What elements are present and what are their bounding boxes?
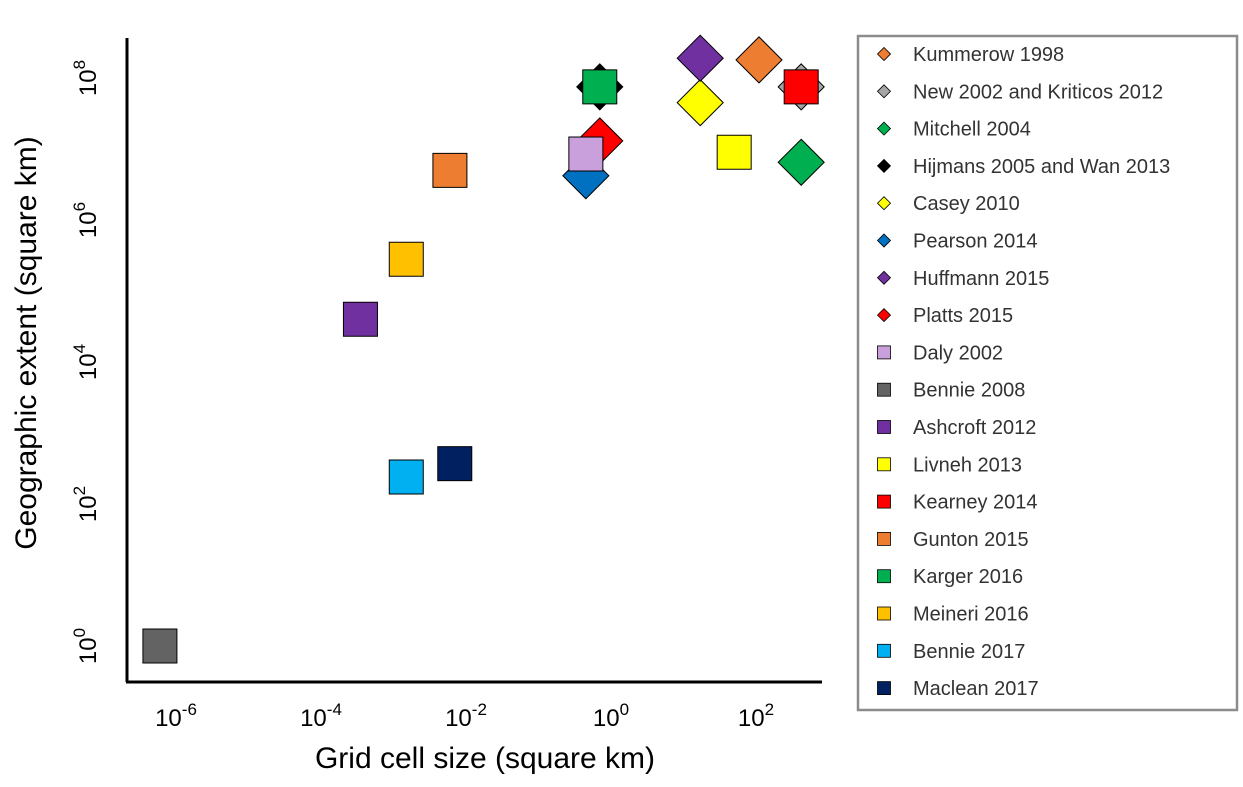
legend-label-mitchell-2004: Mitchell 2004 — [913, 119, 1031, 141]
legend-label-maclean-2017: Maclean 2017 — [913, 678, 1039, 700]
legend-swatch-casey-2010 — [876, 196, 892, 211]
marker-mitchell-2004 — [777, 138, 825, 186]
legend-swatch-kummerow-1998 — [876, 46, 892, 62]
marker-ashcroft-2012 — [342, 301, 378, 337]
marker-kearney-2014 — [783, 69, 819, 105]
legend-swatch-ashcroft-2012 — [877, 420, 891, 434]
legend-label-karger-2016: Karger 2016 — [913, 566, 1023, 588]
marker-huffmann-2015 — [676, 34, 724, 82]
legend-swatch-bennie-2008 — [877, 382, 891, 397]
y-tick-labels: 100 102 104 106 108 — [70, 60, 102, 664]
marker-kummerow-1998 — [735, 36, 783, 84]
legend-label-bennie-2008: Bennie 2008 — [913, 380, 1025, 402]
legend-label-livneh-2013: Livneh 2013 — [913, 454, 1022, 476]
legend-swatch-kearney-2014 — [877, 494, 891, 509]
marker-gunton-2015 — [432, 152, 468, 188]
x-tick-labels: 10-6 10-4 10-2 100 102 — [155, 700, 774, 732]
y-tick-label: 100 — [70, 628, 102, 664]
legend-swatch-gunton-2015 — [877, 532, 891, 546]
legend-label-hijmans-2005-and-wan-2013: Hijmans 2005 and Wan 2013 — [913, 156, 1170, 178]
legend-swatch-huffmann-2015 — [876, 270, 892, 285]
legend-label-daly-2002: Daly 2002 — [913, 342, 1003, 364]
legend-label-casey-2010: Casey 2010 — [913, 193, 1020, 215]
x-tick-label: 10-4 — [300, 700, 342, 732]
y-axis-title: Geographic extent (square km) — [10, 136, 43, 550]
x-tick-label: 10-2 — [445, 700, 487, 732]
x-axis-title: Grid cell size (square km) — [315, 742, 655, 775]
legend-label-gunton-2015: Gunton 2015 — [913, 529, 1029, 551]
legend-label-new-2002-and-kriticos-2012: New 2002 and Kriticos 2012 — [913, 81, 1163, 103]
y-tick-label: 102 — [70, 486, 102, 522]
legend-swatch-mitchell-2004 — [876, 121, 892, 136]
legend: Kummerow 1998 New 2002 and Kriticos 2012 M… — [856, 34, 1239, 712]
legend-label-kummerow-1998: Kummerow 1998 — [913, 44, 1064, 66]
marker-maclean-2017 — [437, 446, 473, 482]
marker-daly-2002 — [568, 136, 604, 172]
legend-swatch-new-2002-and-kriticos-2012 — [876, 84, 892, 99]
marker-casey-2010 — [676, 78, 724, 127]
x-tick-label: 10-6 — [155, 700, 197, 732]
legend-swatch-hijmans-2005-and-wan-2013 — [876, 158, 892, 173]
legend-swatch-maclean-2017 — [877, 681, 891, 695]
legend-swatch-bennie-2017 — [877, 643, 891, 658]
legend-label-kearney-2014: Kearney 2014 — [913, 492, 1038, 514]
legend-box — [856, 34, 1239, 712]
legend-swatch-platts-2015 — [876, 308, 892, 323]
legend-swatch-daly-2002 — [877, 345, 891, 360]
legend-label-bennie-2017: Bennie 2017 — [913, 641, 1025, 663]
legend-swatch-meineri-2016 — [877, 606, 891, 621]
plot-area — [125, 34, 825, 684]
y-tick-label: 106 — [70, 202, 102, 238]
marker-bennie-2017 — [388, 459, 424, 495]
legend-label-ashcroft-2012: Ashcroft 2012 — [913, 417, 1036, 439]
marker-karger-2016 — [582, 69, 618, 105]
marker-bennie-2008 — [142, 628, 178, 664]
legend-swatch-karger-2016 — [877, 569, 891, 584]
x-tick-label: 102 — [738, 700, 774, 732]
x-tick-label: 100 — [593, 700, 629, 732]
legend-label-meineri-2016: Meineri 2016 — [913, 604, 1029, 626]
legend-swatch-pearson-2014 — [876, 233, 892, 248]
legend-swatch-livneh-2013 — [877, 457, 891, 472]
legend-label-pearson-2014: Pearson 2014 — [913, 231, 1038, 253]
marker-livneh-2013 — [716, 134, 752, 170]
data-markers — [142, 34, 825, 664]
marker-meineri-2016 — [388, 241, 424, 277]
y-tick-label: 104 — [70, 344, 102, 380]
y-tick-label: 108 — [70, 60, 102, 96]
legend-label-huffmann-2015: Huffmann 2015 — [913, 268, 1049, 290]
legend-label-platts-2015: Platts 2015 — [913, 305, 1013, 327]
